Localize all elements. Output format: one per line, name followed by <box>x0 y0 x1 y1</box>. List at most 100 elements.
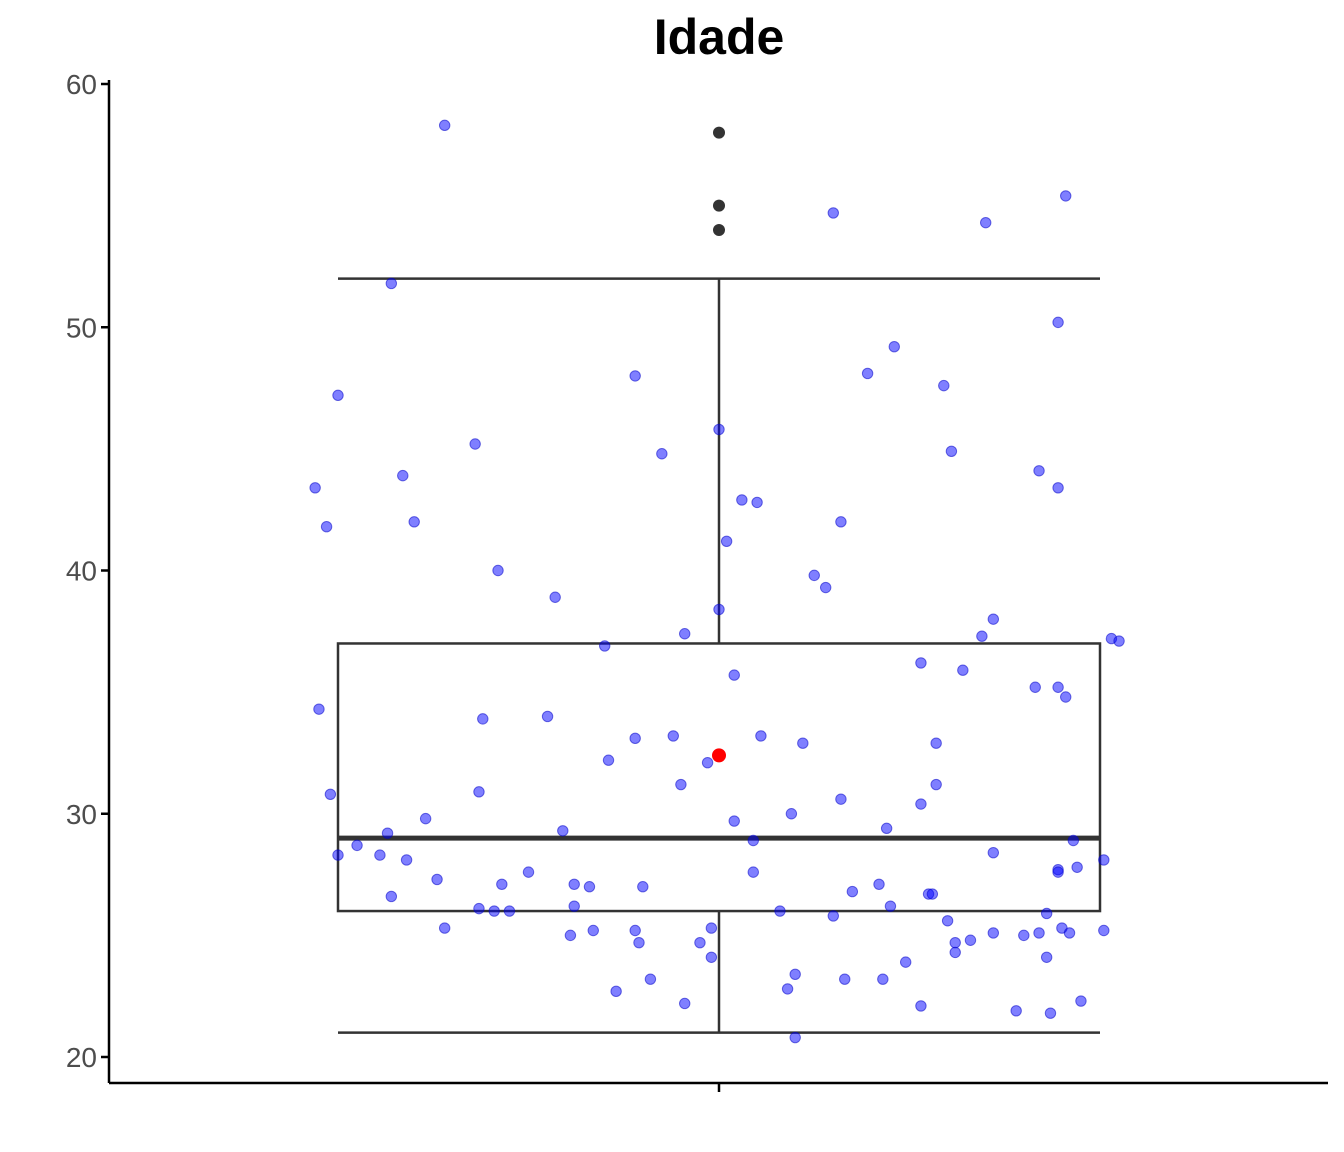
iqr-box <box>336 642 1102 913</box>
data-point <box>930 737 942 749</box>
data-point <box>873 878 885 890</box>
data-point <box>496 878 508 890</box>
data-point <box>629 732 641 745</box>
data-point <box>679 628 691 640</box>
data-point <box>987 613 1000 625</box>
data-point <box>557 825 569 837</box>
data-point <box>980 216 992 229</box>
data-point <box>400 854 413 866</box>
data-point <box>1029 681 1041 693</box>
data-point <box>1052 482 1064 494</box>
data-point <box>930 778 942 791</box>
data-point <box>789 968 801 980</box>
data-point <box>675 778 687 791</box>
data-point <box>320 521 333 533</box>
data-point <box>438 119 451 132</box>
data-point <box>899 956 912 968</box>
jitter-points <box>309 119 1125 1044</box>
data-point <box>736 494 748 506</box>
data-point <box>351 839 363 852</box>
data-point <box>568 878 580 890</box>
boxplot <box>336 277 1102 1034</box>
data-point <box>888 341 900 353</box>
data-point <box>469 438 481 450</box>
data-point <box>713 603 725 616</box>
data-point <box>1071 861 1083 873</box>
data-point <box>656 448 668 460</box>
x-axis <box>109 1081 1328 1092</box>
data-point <box>720 535 733 548</box>
y-tick-label: 50 <box>66 312 97 343</box>
outlier-point <box>713 126 725 139</box>
data-point <box>1040 951 1053 963</box>
data-point <box>397 469 409 482</box>
data-point <box>781 983 794 995</box>
data-point <box>701 756 714 769</box>
data-point <box>473 786 485 798</box>
data-point <box>839 973 851 985</box>
data-point <box>827 207 839 219</box>
data-point <box>1033 927 1045 939</box>
data-point <box>503 905 516 917</box>
data-point <box>1067 834 1080 847</box>
data-point <box>522 866 535 878</box>
data-point <box>835 516 847 528</box>
data-point <box>827 910 839 922</box>
data-point <box>549 591 561 603</box>
data-point <box>431 873 443 886</box>
data-point <box>755 730 767 742</box>
data-point <box>1060 190 1072 202</box>
data-point <box>599 640 611 652</box>
data-point <box>987 927 1000 939</box>
data-point <box>949 946 961 959</box>
y-tick-label: 60 <box>66 69 97 100</box>
y-tick-label: 20 <box>66 1042 97 1073</box>
data-point <box>408 516 420 528</box>
data-point <box>679 997 691 1010</box>
data-point <box>880 822 893 835</box>
data-point <box>602 754 615 766</box>
data-point <box>1098 924 1110 937</box>
data-point <box>747 834 759 847</box>
y-axis: 20 30 40 50 60 <box>66 69 111 1083</box>
data-point <box>957 664 969 676</box>
data-point <box>713 423 725 436</box>
data-point <box>751 496 763 509</box>
data-point <box>610 985 622 998</box>
data-point <box>941 915 954 927</box>
data-point <box>915 798 927 810</box>
outlier-point <box>713 223 725 236</box>
data-point <box>637 881 649 893</box>
data-point <box>877 973 889 985</box>
data-point <box>976 630 988 642</box>
data-point <box>385 890 398 903</box>
data-point <box>938 379 950 392</box>
data-point <box>1075 995 1087 1007</box>
data-point <box>492 564 504 577</box>
data-point <box>374 849 386 861</box>
data-point <box>419 812 432 825</box>
data-point <box>1052 316 1064 329</box>
outlier-point <box>713 199 725 212</box>
data-point <box>583 881 596 893</box>
data-point <box>747 866 759 878</box>
data-point <box>926 888 939 900</box>
data-point <box>629 924 641 937</box>
data-point <box>1010 1005 1022 1017</box>
data-point <box>324 788 337 800</box>
data-point <box>774 905 786 917</box>
data-point <box>1044 1007 1057 1019</box>
chart-title: Idade <box>654 9 785 65</box>
data-point <box>473 902 485 915</box>
data-point <box>385 277 398 290</box>
data-point <box>915 1000 927 1012</box>
data-point <box>705 951 718 963</box>
data-point <box>438 922 451 934</box>
data-point <box>667 730 679 742</box>
data-point <box>1060 691 1072 703</box>
data-point <box>915 657 927 669</box>
data-point <box>313 703 325 715</box>
data-point <box>309 482 321 494</box>
